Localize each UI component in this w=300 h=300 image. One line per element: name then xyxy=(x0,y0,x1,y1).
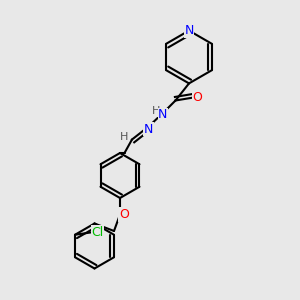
Text: O: O xyxy=(192,91,202,104)
Text: N: N xyxy=(184,24,194,37)
Text: N: N xyxy=(158,108,168,122)
Text: Cl: Cl xyxy=(92,226,104,239)
Text: N: N xyxy=(143,122,153,136)
Text: H: H xyxy=(152,106,160,116)
Text: H: H xyxy=(120,132,129,142)
Text: O: O xyxy=(119,208,129,221)
